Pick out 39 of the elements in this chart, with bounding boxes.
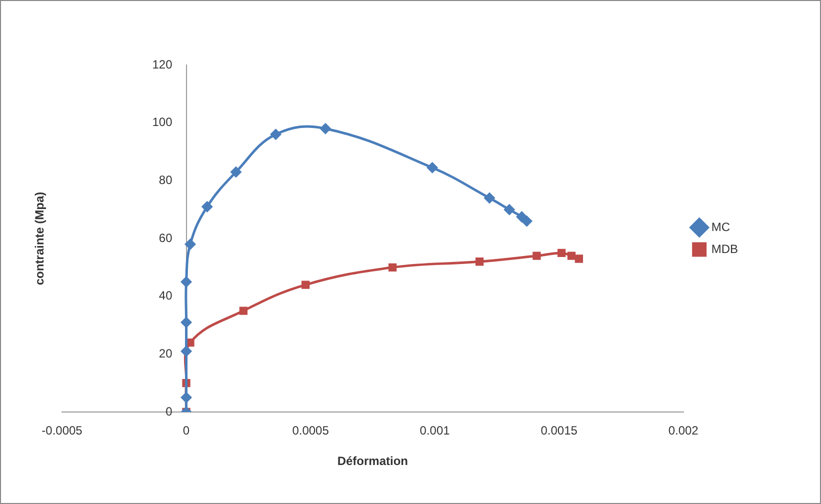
point (484, 192, 495, 204)
x-tick-label: -0.0005 (42, 424, 83, 438)
legend-label: MC (711, 220, 730, 234)
x-tick-label: 0.0005 (292, 424, 330, 438)
y-tick-label: 100 (152, 115, 173, 130)
point (475, 258, 484, 266)
point (181, 317, 192, 328)
x-tick-label: 0.001 (420, 424, 450, 438)
point (427, 162, 438, 173)
point (202, 201, 212, 212)
x-tick-label: 0.002 (668, 424, 699, 438)
point (301, 280, 310, 289)
point (239, 306, 248, 315)
x-tick-label: 0.0015 (540, 424, 578, 438)
y-tick-label: 0 (166, 404, 173, 418)
y-tick-label: 120 (152, 57, 173, 72)
point (574, 254, 584, 263)
point (320, 123, 331, 134)
point (181, 276, 192, 288)
point (181, 346, 192, 357)
point (230, 166, 242, 178)
point (516, 212, 528, 222)
point (532, 252, 541, 260)
y-tick-label: 20 (158, 346, 173, 360)
y-tick-label: 80 (158, 172, 173, 187)
y-axis-title: contrainte (Mpa) (32, 192, 46, 286)
legend-label: MDB (711, 242, 738, 256)
y-tick-label: 40 (158, 288, 173, 303)
point (504, 204, 515, 215)
point (557, 248, 566, 258)
y-tick-label: 60 (158, 230, 173, 245)
x-tick-label: 0 (182, 424, 190, 438)
point (388, 263, 397, 272)
point (522, 216, 532, 226)
point (270, 129, 281, 140)
point (181, 392, 192, 403)
point (567, 252, 576, 260)
x-axis-title: Déformation (337, 454, 408, 468)
point (184, 239, 196, 250)
